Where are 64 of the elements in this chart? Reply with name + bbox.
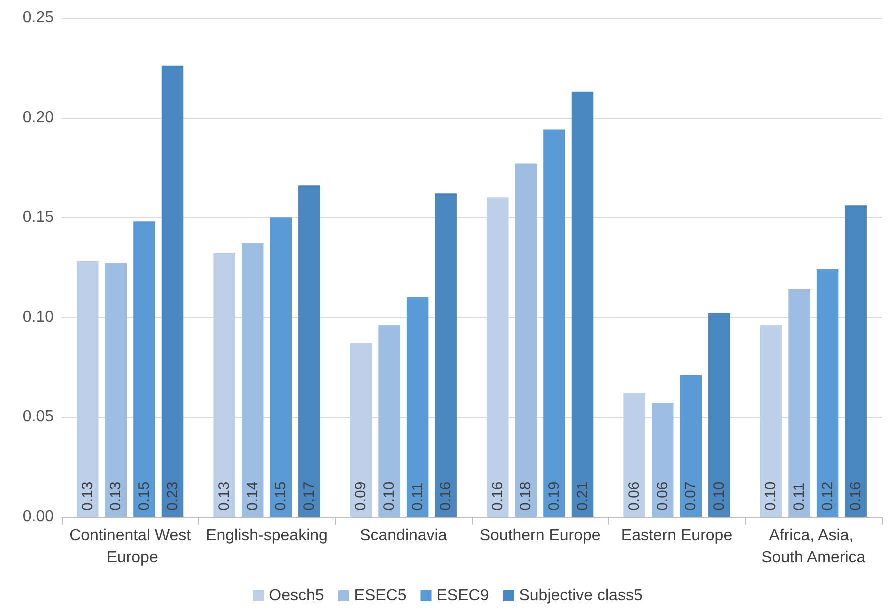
y-tick-label: 0.10 xyxy=(22,308,54,326)
data-label: 0.23 xyxy=(164,482,182,511)
data-label: 0.10 xyxy=(381,482,398,511)
legend-label: Oesch5 xyxy=(269,588,324,604)
data-label: 0.11 xyxy=(791,482,808,511)
legend-label: ESEC9 xyxy=(436,588,490,604)
data-label: 0.13 xyxy=(108,482,125,511)
bar xyxy=(350,343,372,517)
bar xyxy=(572,92,594,517)
data-label: 0.07 xyxy=(682,482,700,511)
bar xyxy=(624,393,646,517)
bar xyxy=(708,313,730,517)
bar xyxy=(134,222,156,517)
bar xyxy=(435,194,457,517)
bar xyxy=(816,269,839,517)
bar xyxy=(487,198,509,517)
data-label: 0.09 xyxy=(352,482,370,511)
bar xyxy=(270,218,292,517)
x-tick-label: Africa, Asia, South America xyxy=(762,528,866,566)
data-label: 0.21 xyxy=(574,482,592,511)
bar xyxy=(298,186,320,517)
bar xyxy=(105,264,128,517)
data-label: 0.11 xyxy=(409,482,426,511)
x-tick-label: Southern Europe xyxy=(480,528,601,544)
x-tick-label: Continental West Europe xyxy=(70,528,192,566)
bar xyxy=(788,289,810,517)
legend-label: ESEC5 xyxy=(354,588,407,604)
bar xyxy=(652,403,674,517)
bar xyxy=(214,254,236,517)
y-tick-label: 0.20 xyxy=(22,109,54,126)
bar xyxy=(760,325,782,517)
data-label: 0.16 xyxy=(438,482,455,511)
bar xyxy=(242,244,264,517)
y-tick-label: 0.25 xyxy=(22,10,54,26)
y-tick-label: 0.00 xyxy=(22,508,54,526)
y-tick-label: 0.15 xyxy=(22,209,54,226)
data-label: 0.18 xyxy=(518,482,535,511)
bar xyxy=(77,262,99,517)
y-tick-label: 0.05 xyxy=(22,408,54,426)
bar xyxy=(162,66,184,517)
data-label: 0.13 xyxy=(79,482,96,511)
bar xyxy=(680,375,702,517)
data-label: 0.16 xyxy=(489,482,506,511)
data-label: 0.19 xyxy=(546,482,563,511)
x-tick-label: English-speaking xyxy=(206,528,328,544)
data-label: 0.17 xyxy=(300,482,318,511)
data-label: 0.12 xyxy=(819,482,836,511)
x-tick-label: Scandinavia xyxy=(360,528,448,544)
data-label: 0.15 xyxy=(272,482,290,511)
data-label: 0.14 xyxy=(244,482,262,511)
bar xyxy=(544,130,566,517)
data-label: 0.13 xyxy=(216,482,234,511)
x-tick-label: Eastern Europe xyxy=(621,528,733,544)
bar xyxy=(406,297,429,517)
data-label: 0.10 xyxy=(710,482,728,511)
data-label: 0.06 xyxy=(654,482,672,511)
data-label: 0.10 xyxy=(762,482,780,511)
data-label: 0.16 xyxy=(848,482,865,511)
data-label: 0.06 xyxy=(626,482,644,511)
data-label: 0.15 xyxy=(136,482,153,511)
bar xyxy=(515,164,538,517)
legend-label: Subjective class5 xyxy=(519,588,643,604)
bar xyxy=(845,206,867,517)
bar xyxy=(378,325,400,517)
